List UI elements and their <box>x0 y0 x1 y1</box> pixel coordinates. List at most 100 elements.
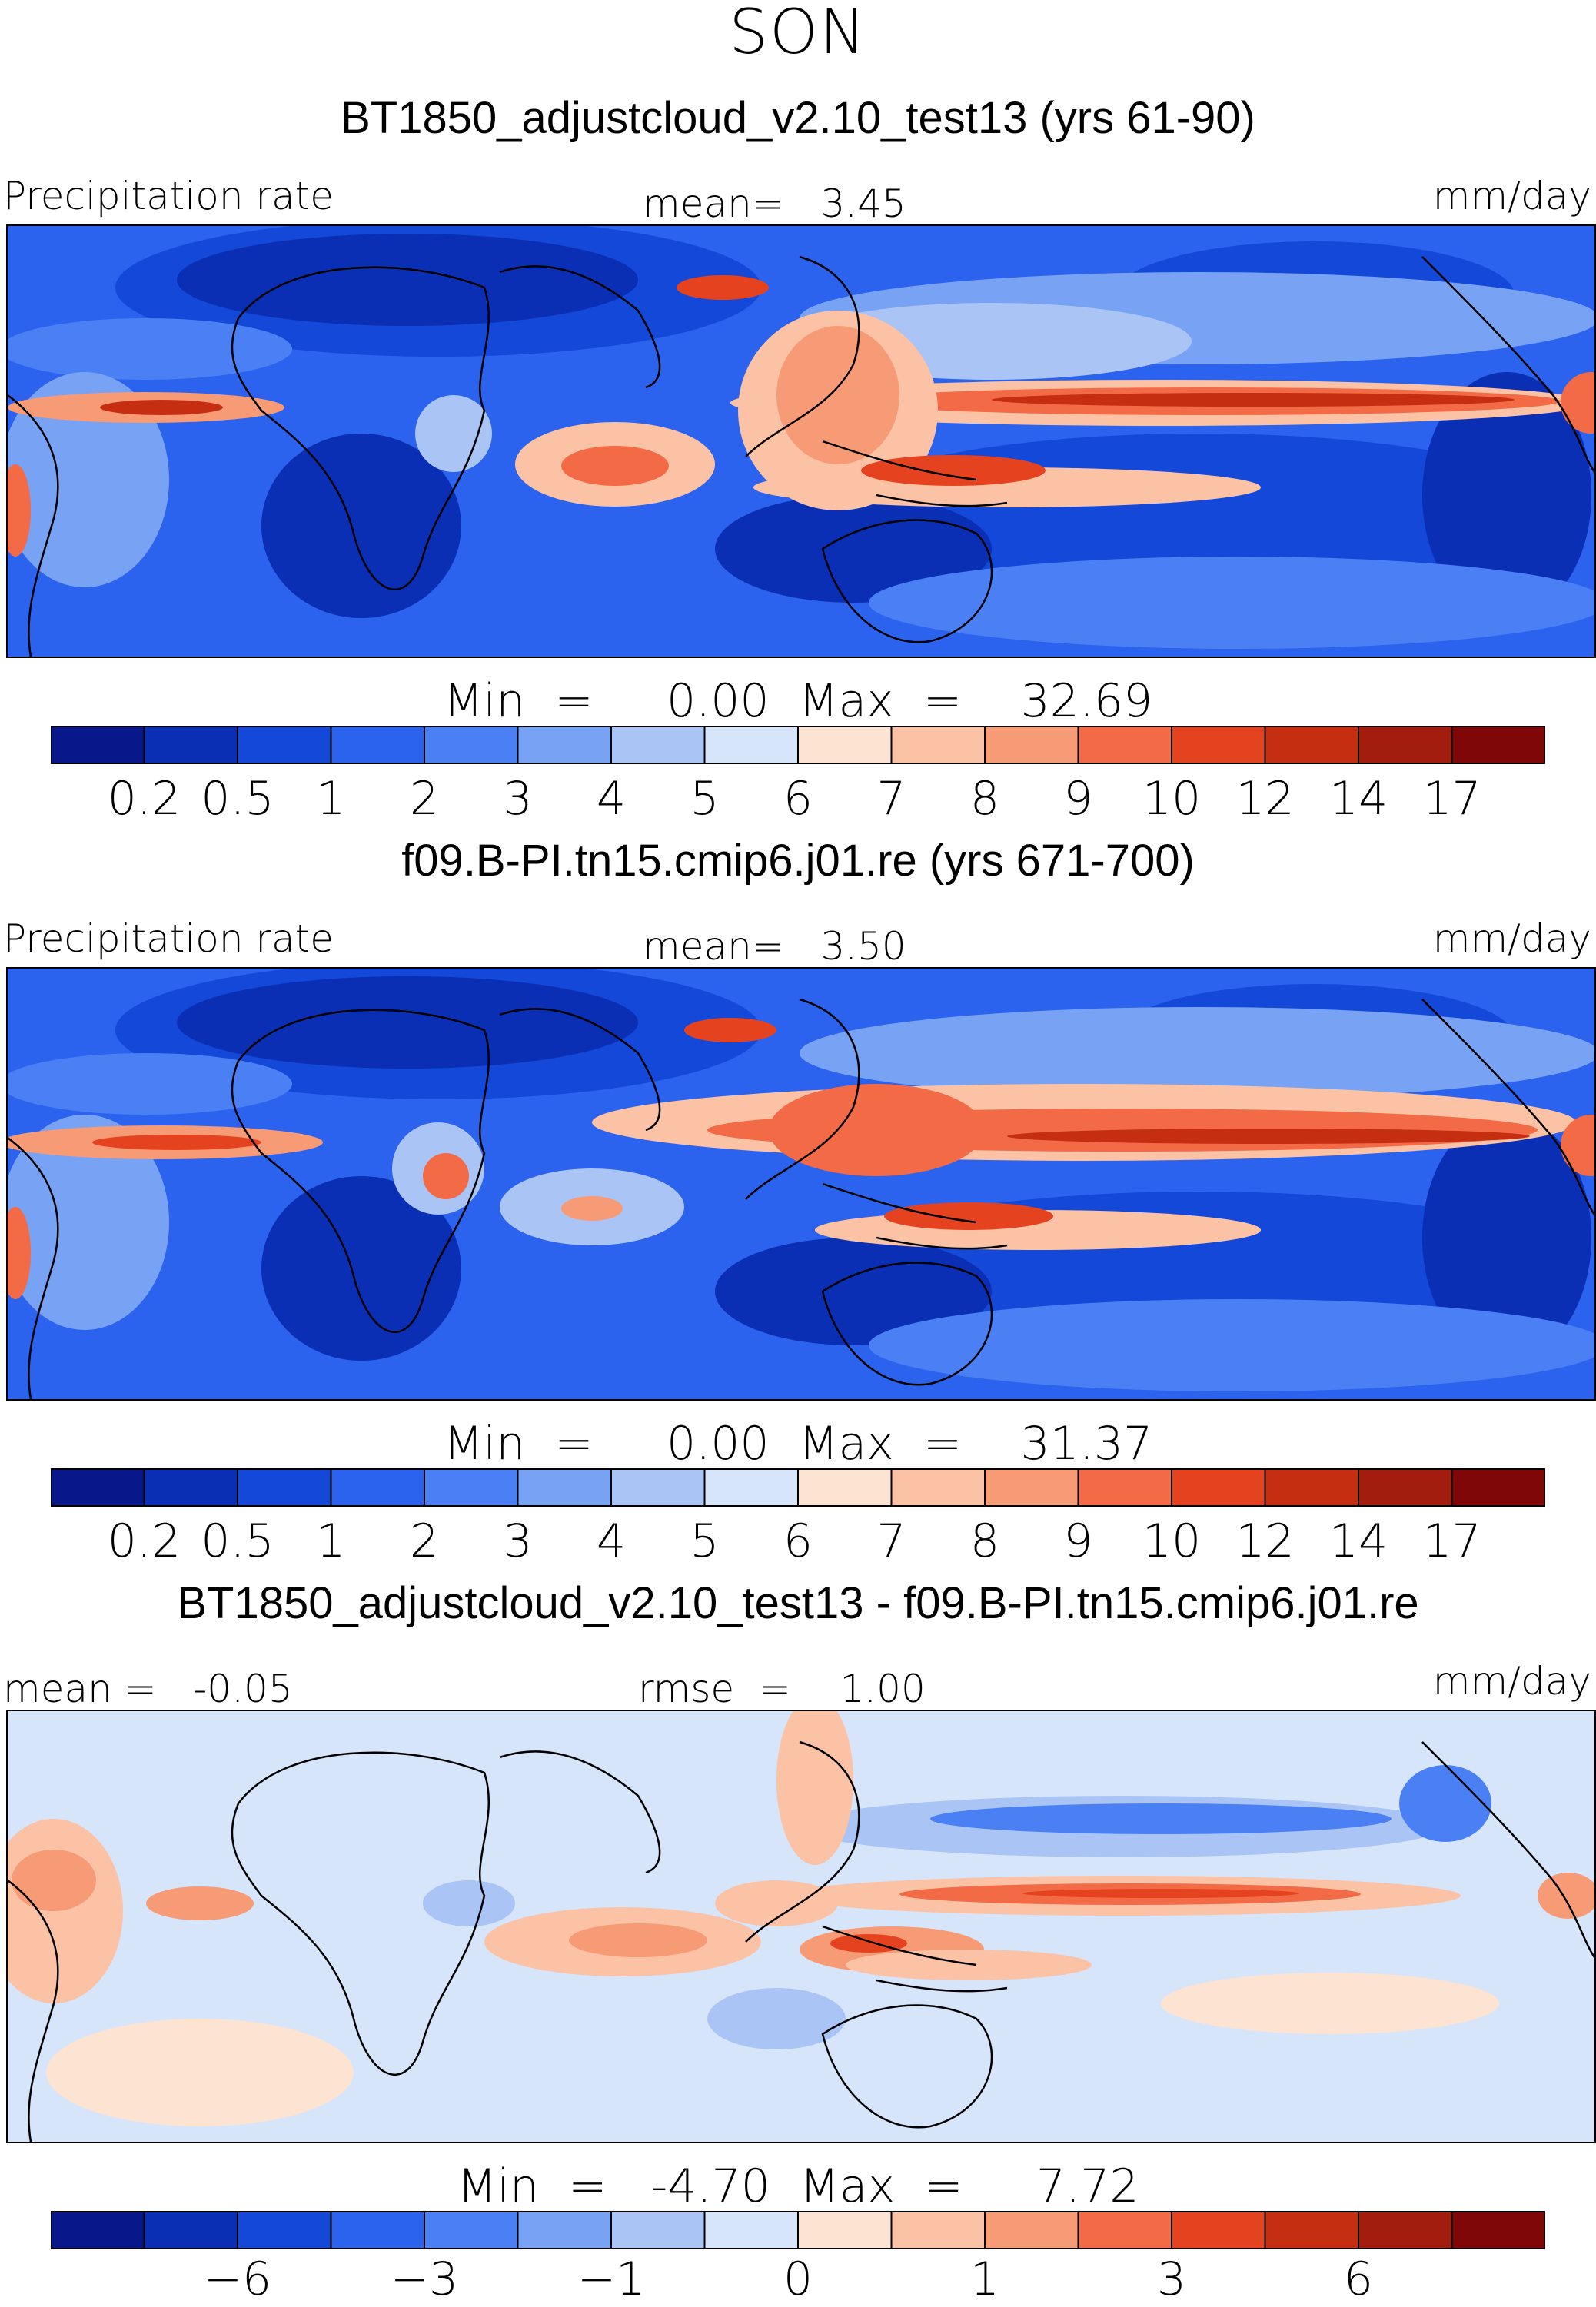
colorbar-box <box>610 726 706 764</box>
colorbar-box <box>890 1468 986 1507</box>
colorbar-box <box>330 1468 425 1507</box>
colorbar-box <box>517 1468 612 1507</box>
panel2-min-max: Min = 0.00 Max = 31.37 <box>443 1417 1153 1471</box>
colorbar-tick-label: 6 <box>783 1514 813 1568</box>
colorbar-box <box>984 1468 1079 1507</box>
colorbar-box <box>797 2211 893 2249</box>
colorbar-box <box>1358 2211 1453 2249</box>
panel2-colorbar <box>51 1468 1545 1507</box>
panel2-case-title: f09.B-PI.tn15.cmip6.j01.re (yrs 671-700) <box>401 836 1195 886</box>
colorbar-tick-label: 0.5 <box>201 1514 274 1568</box>
colorbar-tick-label: 4 <box>596 772 627 826</box>
colorbar-box <box>1264 1468 1359 1507</box>
panel1-colorbar-boxes <box>51 726 1545 764</box>
panel2-mean-label: mean= 3.50 <box>643 924 906 969</box>
colorbar-box <box>610 1468 706 1507</box>
colorbar-tick-label: 14 <box>1328 1514 1388 1568</box>
panel1-colorbar-ticks: 0.2 0.5 1 2 3 4 5 6 7 8 9 10 12 14 17 <box>0 773 1596 824</box>
colorbar-box <box>1171 1468 1266 1507</box>
colorbar-box <box>330 726 425 764</box>
colorbar-box <box>1171 2211 1266 2249</box>
panel1-case-title: BT1850_adjustcloud_v2.10_test13 (yrs 61-… <box>341 93 1255 143</box>
colorbar-box <box>703 726 799 764</box>
colorbar-box <box>51 1468 145 1507</box>
colorbar-box <box>1264 2211 1359 2249</box>
panel1-precip-field <box>8 226 1594 657</box>
colorbar-box <box>890 726 986 764</box>
colorbar-box <box>424 1468 519 1507</box>
colorbar-box <box>143 2211 238 2249</box>
panel1-map <box>6 224 1596 658</box>
colorbar-box <box>1077 726 1172 764</box>
panel3-colorbar-ticks: −6 −3 −1 0 1 3 6 <box>0 2254 1596 2305</box>
panel3-units-label: mm/day <box>1432 1659 1591 1704</box>
colorbar-tick-label: 17 <box>1422 772 1481 826</box>
colorbar-tick-label: 9 <box>1063 772 1093 826</box>
colorbar-tick-label: 5 <box>690 772 720 826</box>
panel3-mean-label: mean = -0.05 <box>3 1667 293 1711</box>
colorbar-tick-label: 14 <box>1328 772 1388 826</box>
panel3-difference-field <box>8 1711 1594 2142</box>
colorbar-tick-label: 2 <box>409 1514 440 1568</box>
panel2-precip-field <box>8 969 1594 1399</box>
colorbar-tick-label: 1 <box>969 2252 1000 2306</box>
panel1-mean-label: mean= 3.45 <box>643 181 906 226</box>
colorbar-box <box>517 2211 612 2249</box>
panel1-units-label: mm/day <box>1432 174 1591 218</box>
colorbar-tick-label: −6 <box>203 2252 272 2306</box>
panel3-colorbar <box>51 2211 1545 2249</box>
colorbar-box <box>1451 726 1545 764</box>
colorbar-tick-label: 3 <box>503 1514 533 1568</box>
colorbar-tick-label: 10 <box>1142 1514 1202 1568</box>
colorbar-box <box>984 2211 1079 2249</box>
panel3-case-title: BT1850_adjustcloud_v2.10_test13 - f09.B-… <box>177 1578 1419 1628</box>
colorbar-tick-label: 0.2 <box>107 772 181 826</box>
colorbar-tick-label: 5 <box>690 1514 720 1568</box>
colorbar-box <box>517 726 612 764</box>
colorbar-tick-label: 7 <box>876 1514 906 1568</box>
colorbar-box <box>424 2211 519 2249</box>
colorbar-box <box>1358 1468 1453 1507</box>
colorbar-box <box>1077 2211 1172 2249</box>
colorbar-tick-label: 4 <box>596 1514 627 1568</box>
colorbar-box <box>890 2211 986 2249</box>
colorbar-tick-label: 10 <box>1142 772 1202 826</box>
colorbar-tick-label: 8 <box>969 772 1000 826</box>
panel1-colorbar <box>51 726 1545 764</box>
colorbar-box <box>51 726 145 764</box>
colorbar-tick-label: 2 <box>409 772 440 826</box>
colorbar-box <box>143 1468 238 1507</box>
season-title: SON <box>729 0 867 68</box>
colorbar-box <box>237 1468 332 1507</box>
panel2-variable-label: Precipitation rate <box>3 916 334 961</box>
panel1-variable-label: Precipitation rate <box>3 174 334 218</box>
colorbar-box <box>1077 1468 1172 1507</box>
colorbar-box <box>984 726 1079 764</box>
colorbar-tick-label: 0.5 <box>201 772 274 826</box>
colorbar-box <box>424 726 519 764</box>
colorbar-tick-label: 6 <box>1343 2252 1374 2306</box>
colorbar-tick-label: −3 <box>390 2252 459 2306</box>
colorbar-box <box>1171 726 1266 764</box>
panel1-min-max: Min = 0.00 Max = 32.69 <box>443 674 1153 728</box>
colorbar-tick-label: 12 <box>1235 772 1295 826</box>
colorbar-tick-label: 3 <box>503 772 533 826</box>
colorbar-tick-label: 1 <box>316 772 346 826</box>
colorbar-tick-label: 3 <box>1156 2252 1187 2306</box>
colorbar-box <box>237 726 332 764</box>
colorbar-box <box>1358 726 1453 764</box>
colorbar-box <box>797 726 893 764</box>
colorbar-tick-label: 0 <box>783 2252 813 2306</box>
colorbar-box <box>1451 2211 1545 2249</box>
panel3-map <box>6 1710 1596 2143</box>
colorbar-box <box>1451 1468 1545 1507</box>
colorbar-box <box>797 1468 893 1507</box>
colorbar-box <box>610 2211 706 2249</box>
colorbar-tick-label: 17 <box>1422 1514 1481 1568</box>
panel2-map <box>6 967 1596 1401</box>
panel3-colorbar-boxes <box>51 2211 1545 2249</box>
colorbar-box <box>330 2211 425 2249</box>
colorbar-tick-label: 9 <box>1063 1514 1093 1568</box>
colorbar-tick-label: 1 <box>316 1514 346 1568</box>
colorbar-tick-label: −1 <box>577 2252 646 2306</box>
